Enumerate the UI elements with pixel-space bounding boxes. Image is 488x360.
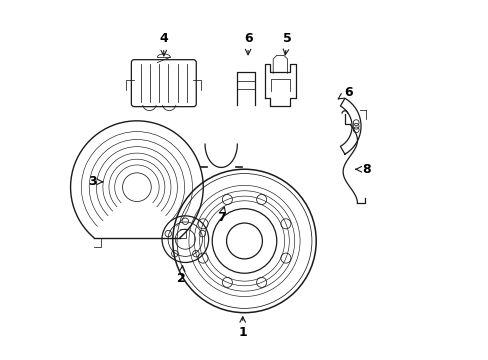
Text: 5: 5: [283, 32, 291, 55]
Text: 8: 8: [355, 163, 370, 176]
Text: 6: 6: [338, 86, 352, 99]
Text: 2: 2: [177, 266, 186, 285]
Text: 6: 6: [244, 32, 252, 55]
Text: 4: 4: [159, 32, 168, 56]
Text: 1: 1: [238, 317, 246, 339]
Text: 3: 3: [88, 175, 102, 188]
Text: 7: 7: [216, 207, 225, 224]
